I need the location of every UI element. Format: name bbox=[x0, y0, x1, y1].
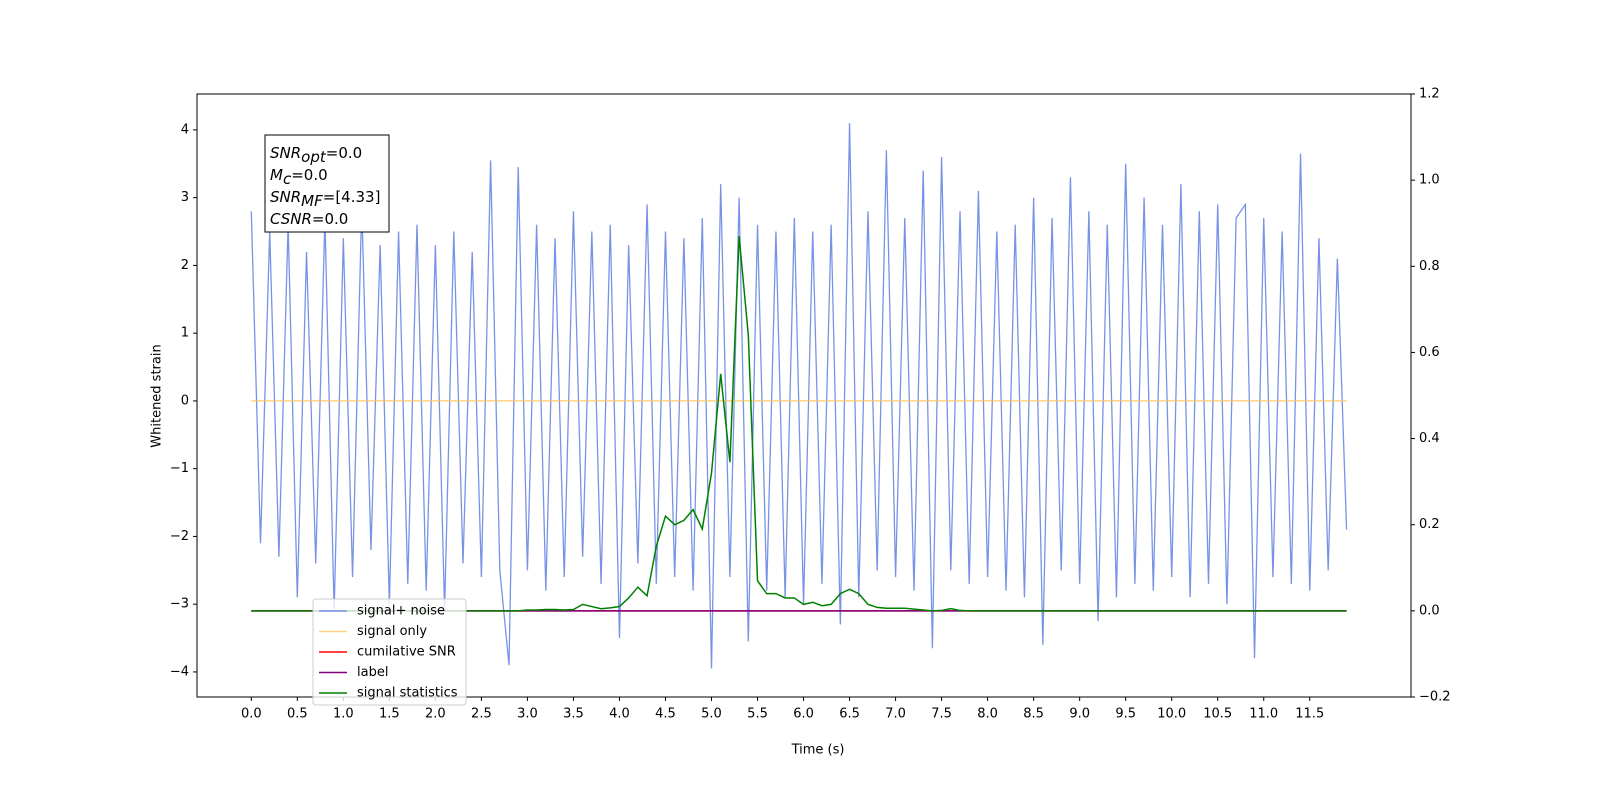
x-tick-label: 2.0 bbox=[425, 707, 446, 722]
annotation-value: =0.0 bbox=[291, 166, 327, 184]
annotation-value: =0.0 bbox=[312, 210, 348, 228]
x-tick-label: 4.0 bbox=[609, 707, 630, 722]
x-tick-label: 5.0 bbox=[701, 707, 722, 722]
x-tick-label: 10.0 bbox=[1157, 707, 1186, 722]
x-tick-label: 10.5 bbox=[1203, 707, 1232, 722]
annotation-symbol: M bbox=[270, 166, 283, 184]
x-tick-label: 11.0 bbox=[1249, 707, 1278, 722]
legend: signal+ noise signal only cumilative SNR la… bbox=[312, 598, 467, 706]
annotation-symbol: SNR bbox=[270, 188, 301, 206]
annotation-value: =[4.33] bbox=[323, 188, 381, 206]
annotation-subscript: c bbox=[283, 170, 292, 188]
x-tick-label: 7.0 bbox=[885, 707, 906, 722]
x-tick-label: 8.0 bbox=[977, 707, 998, 722]
y2-tick-label: −0.2 bbox=[1419, 690, 1451, 705]
x-tick-label: 3.5 bbox=[563, 707, 584, 722]
y2-tick-label: 0.0 bbox=[1419, 603, 1440, 618]
annotation-subscript: opt bbox=[301, 148, 327, 166]
x-axis-label: Time (s) bbox=[791, 743, 845, 758]
legend-frame bbox=[312, 598, 467, 706]
legend-label: signal only bbox=[357, 624, 427, 639]
y2-tick-label: 0.6 bbox=[1419, 345, 1440, 360]
y-tick-label: −2 bbox=[170, 529, 189, 544]
annotation-symbol: SNR bbox=[270, 144, 301, 162]
y-tick-label: −3 bbox=[170, 597, 189, 612]
x-tick-label: 0.0 bbox=[241, 707, 262, 722]
annotation-subscript: MF bbox=[301, 192, 323, 210]
x-tick-label: 0.5 bbox=[287, 707, 308, 722]
x-tick-label: 4.5 bbox=[655, 707, 676, 722]
y-tick-label: 0 bbox=[181, 393, 189, 408]
annotation-line: Mc=0.0 bbox=[270, 166, 328, 188]
x-tick-label: 9.0 bbox=[1069, 707, 1090, 722]
legend-label: signal statistics bbox=[357, 686, 458, 701]
legend-label: signal+ noise bbox=[357, 604, 445, 619]
x-tick-label: 9.5 bbox=[1115, 707, 1136, 722]
y2-tick-label: 0.8 bbox=[1419, 259, 1440, 274]
annotation-frame bbox=[264, 134, 390, 233]
plot-area bbox=[250, 123, 1348, 669]
x-tick-label: 2.5 bbox=[471, 707, 492, 722]
annotation-value: =0.0 bbox=[326, 144, 362, 162]
y-axis-label: Whitened strain bbox=[150, 344, 165, 447]
x-tick-label: 6.5 bbox=[839, 707, 860, 722]
x-tick-label: 6.0 bbox=[793, 707, 814, 722]
x-tick-label: 11.5 bbox=[1295, 707, 1324, 722]
y2-tick-label: 0.4 bbox=[1419, 431, 1440, 446]
y-tick-label: 1 bbox=[181, 326, 189, 341]
y-tick-label: 2 bbox=[181, 258, 189, 273]
x-tick-label: 1.5 bbox=[379, 707, 400, 722]
x-tick-label: 8.5 bbox=[1023, 707, 1044, 722]
annotation-line: CSNR=0.0 bbox=[270, 210, 348, 228]
annotation-symbol: CSNR bbox=[270, 210, 312, 228]
legend-label: label bbox=[357, 665, 388, 680]
y-tick-label: −4 bbox=[170, 664, 189, 679]
x-tick-label: 3.0 bbox=[517, 707, 538, 722]
y2-tick-label: 0.2 bbox=[1419, 517, 1440, 532]
y-tick-label: 4 bbox=[181, 122, 189, 137]
y-tick-label: −1 bbox=[170, 461, 189, 476]
y2-tick-label: 1.2 bbox=[1419, 87, 1440, 102]
annotation-line: SNRopt=0.0 bbox=[270, 144, 362, 166]
annotation-line: SNRMF=[4.33] bbox=[270, 188, 380, 210]
x-tick-label: 7.5 bbox=[931, 707, 952, 722]
y-tick-label: 3 bbox=[181, 190, 189, 205]
x-tick-label: 5.5 bbox=[747, 707, 768, 722]
series-line bbox=[250, 123, 1348, 669]
legend-label: cumilative SNR bbox=[357, 645, 456, 660]
y2-tick-label: 1.0 bbox=[1419, 173, 1440, 188]
x-tick-label: 1.0 bbox=[333, 707, 354, 722]
